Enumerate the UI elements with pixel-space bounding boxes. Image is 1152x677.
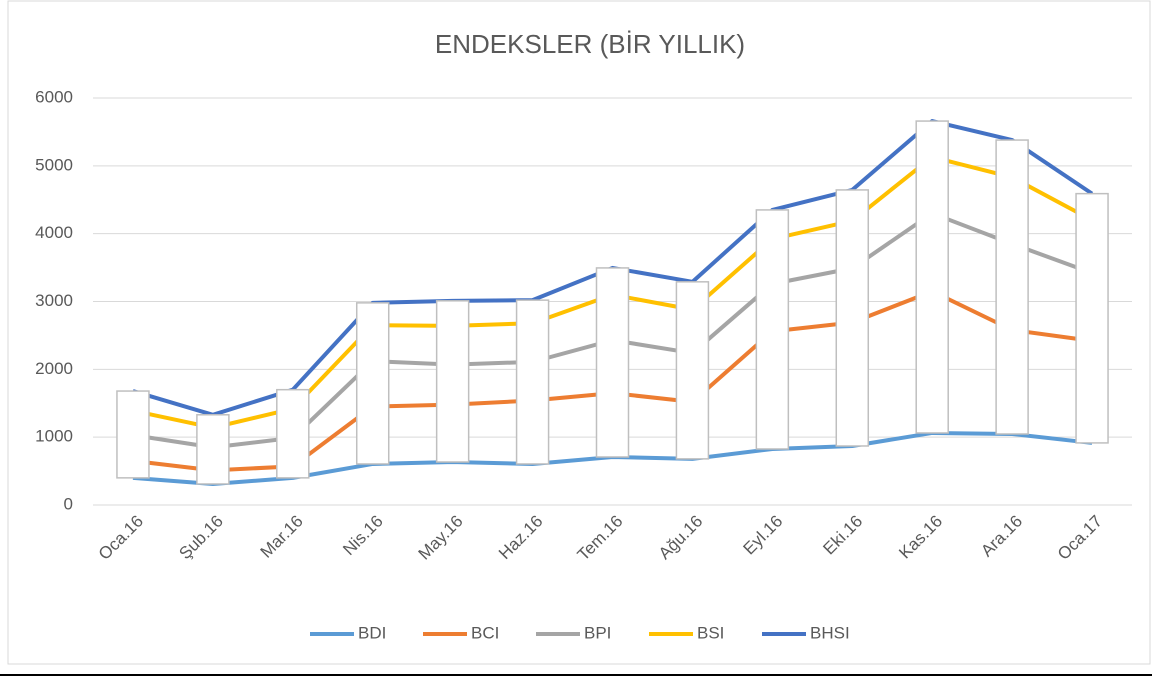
high-low-bar bbox=[915, 120, 949, 434]
high-low-bar bbox=[435, 300, 470, 463]
high-low-bar bbox=[355, 302, 390, 465]
high-low-bar bbox=[276, 388, 310, 479]
y-tick-label: 1000 bbox=[35, 427, 73, 446]
legend-label: BSI bbox=[697, 623, 724, 642]
y-tick-label: 2000 bbox=[35, 359, 73, 378]
high-low-bar bbox=[595, 267, 630, 458]
y-tick-label: 6000 bbox=[35, 87, 73, 106]
chart-title: ENDEKSLER (BİR YILLIK) bbox=[435, 29, 745, 59]
y-tick-label: 3000 bbox=[35, 291, 73, 310]
high-low-bar bbox=[835, 189, 870, 447]
high-low-bar bbox=[995, 139, 1029, 435]
high-low-bar bbox=[1075, 192, 1109, 444]
high-low-bar bbox=[675, 281, 710, 460]
y-tick-label: 4000 bbox=[35, 223, 73, 242]
y-tick-label: 0 bbox=[64, 494, 73, 513]
high-low-bar bbox=[196, 414, 230, 485]
y-tick-label: 5000 bbox=[35, 155, 73, 174]
chart-border bbox=[7, 0, 1151, 665]
high-low-bar bbox=[515, 299, 550, 465]
high-low-bar bbox=[116, 390, 150, 479]
legend-label: BPI bbox=[584, 623, 611, 642]
legend-label: BHSI bbox=[810, 623, 850, 642]
high-low-bar bbox=[755, 209, 790, 450]
legend-label: BCI bbox=[471, 623, 499, 642]
legend-label: BDI bbox=[358, 623, 386, 642]
